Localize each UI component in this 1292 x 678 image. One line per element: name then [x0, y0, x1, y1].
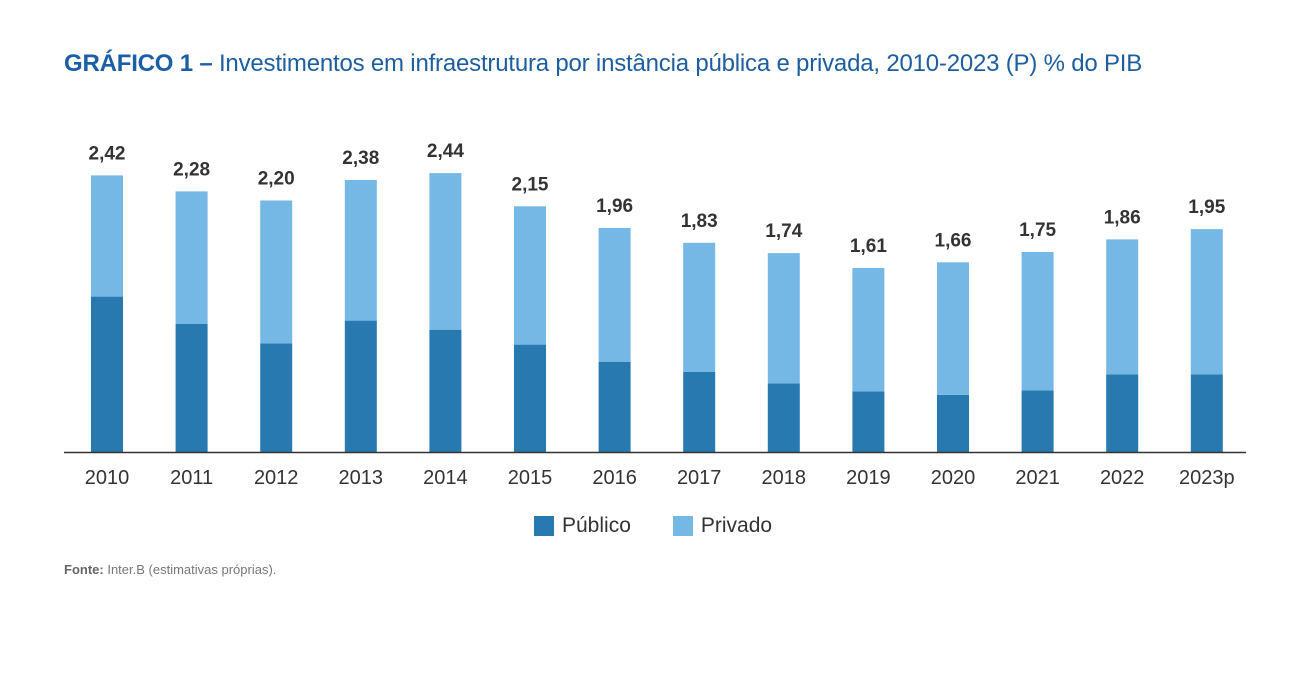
source-label: Fonte:: [64, 562, 104, 577]
bar-publico-2021: [1021, 390, 1054, 452]
data-label-2018: 1,74: [765, 221, 802, 242]
x-tick-label-2016: 2016: [592, 467, 637, 489]
bar-publico-2016: [598, 361, 631, 452]
bar-publico-2022: [1106, 374, 1139, 452]
chart-title-label: GRÁFICO 1 –: [64, 50, 213, 77]
x-tick-label-2011: 2011: [170, 467, 213, 489]
bar-publico-2020: [937, 394, 969, 452]
x-tick-labels-group: 2010 2011 2012 2013 2014 2015 2016 2017 2018 2019…: [85, 467, 1235, 489]
bar-publico-2017: [683, 372, 716, 452]
bar-publico-2023p: [1190, 374, 1223, 452]
chart-title: GRÁFICO 1 – Investimentos em infraestrut…: [64, 50, 1142, 78]
legend-label-privado: Privado: [700, 514, 773, 537]
x-tick-label-2013: 2013: [339, 467, 384, 489]
legend-label-publico: Público: [562, 514, 631, 537]
data-label-2013: 2,38: [342, 148, 379, 169]
bar-privado-2011: [175, 191, 208, 324]
bar-privado-2016: [598, 228, 631, 362]
bar-publico-2014: [429, 329, 462, 452]
x-tick-label-2020: 2020: [931, 467, 976, 489]
x-tick-label-2010: 2010: [85, 467, 130, 489]
bar-privado-2015: [514, 206, 546, 345]
x-tick-label-2019: 2019: [846, 467, 891, 489]
data-label-2022: 1,86: [1104, 207, 1141, 228]
bar-publico-2012: [260, 343, 293, 452]
legend-item-publico: Público: [534, 514, 631, 538]
bar-privado-2010: [91, 175, 123, 297]
source-note: Fonte: Inter.B (estimativas próprias).: [64, 562, 276, 577]
bar-privado-2014: [429, 173, 462, 330]
data-label-2015: 2,15: [512, 174, 549, 195]
data-label-2021: 1,75: [1019, 220, 1056, 241]
bar-privado-2022: [1106, 239, 1139, 375]
bar-privado-2018: [767, 253, 800, 384]
bar-publico-2019: [852, 391, 885, 452]
data-labels-group: 2,42 2,28 2,20 2,38 2,44 2,15 1,96 1,83 1,74 1,61…: [89, 141, 1226, 257]
x-tick-label-2015: 2015: [508, 467, 553, 489]
bar-privado-2021: [1021, 252, 1054, 391]
data-label-2012: 2,20: [258, 169, 295, 190]
data-label-2010: 2,42: [89, 143, 126, 164]
source-text: Inter.B (estimativas próprias).: [107, 562, 277, 577]
bar-publico-2015: [514, 344, 546, 452]
bar-publico-2013: [344, 320, 377, 452]
data-label-2019: 1,61: [850, 236, 887, 257]
legend-swatch-privado: [672, 516, 693, 536]
x-tick-label-2018: 2018: [762, 467, 807, 489]
bar-publico-2010: [91, 296, 123, 452]
chart-title-text: Investimentos em infraestrutura por inst…: [218, 50, 1143, 77]
data-label-2023p: 1,95: [1188, 197, 1225, 218]
legend: Público Privado: [534, 514, 814, 538]
data-label-2020: 1,66: [935, 230, 972, 251]
bar-publico-2011: [175, 324, 208, 452]
x-tick-label-2017: 2017: [677, 467, 722, 489]
data-label-2011: 2,28: [173, 159, 210, 180]
x-tick-label-2021: 2021: [1015, 467, 1060, 489]
bars-group: [91, 173, 1223, 452]
data-label-2016: 1,96: [596, 196, 633, 217]
bar-publico-2018: [767, 383, 800, 452]
x-tick-label-2022: 2022: [1100, 467, 1145, 489]
data-label-2017: 1,83: [681, 211, 718, 232]
bar-privado-2013: [344, 180, 377, 321]
bar-privado-2020: [937, 262, 969, 395]
bar-privado-2019: [852, 268, 885, 392]
x-tick-label-2023p: 2023p: [1179, 467, 1235, 489]
bar-privado-2023p: [1190, 229, 1223, 375]
x-tick-label-2012: 2012: [254, 467, 299, 489]
legend-swatch-publico: [534, 516, 554, 536]
bar-privado-2012: [260, 200, 293, 344]
legend-item-privado: Privado: [672, 514, 773, 538]
data-label-2014: 2,44: [427, 141, 464, 162]
x-tick-label-2014: 2014: [423, 467, 468, 489]
bar-privado-2017: [683, 242, 716, 372]
